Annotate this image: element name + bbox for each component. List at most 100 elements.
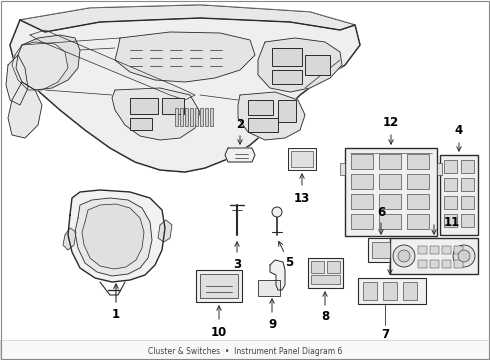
Polygon shape: [82, 204, 144, 269]
Bar: [130, 98, 158, 114]
Bar: [383, 282, 397, 300]
Bar: [442, 260, 451, 268]
Bar: [340, 163, 345, 175]
Bar: [461, 160, 474, 173]
Polygon shape: [20, 5, 355, 32]
Bar: [437, 163, 442, 175]
Polygon shape: [12, 42, 68, 90]
Text: 10: 10: [211, 325, 227, 338]
Bar: [407, 154, 429, 169]
Bar: [379, 174, 401, 189]
Bar: [291, 151, 313, 167]
Bar: [407, 194, 429, 209]
Bar: [461, 214, 474, 227]
Polygon shape: [6, 55, 28, 105]
Bar: [278, 100, 296, 122]
Text: 1: 1: [112, 309, 120, 321]
Polygon shape: [258, 38, 342, 92]
Circle shape: [453, 245, 475, 267]
Bar: [454, 246, 463, 254]
Text: 13: 13: [294, 192, 310, 204]
Bar: [358, 278, 426, 304]
Text: 7: 7: [381, 328, 389, 342]
Circle shape: [272, 207, 282, 217]
Text: 6: 6: [377, 206, 385, 219]
Bar: [196, 270, 242, 302]
Bar: [175, 108, 178, 126]
Bar: [248, 118, 278, 132]
Bar: [444, 178, 457, 191]
Bar: [205, 108, 208, 126]
Bar: [272, 48, 302, 66]
Bar: [407, 214, 429, 229]
Text: 3: 3: [233, 257, 241, 270]
Polygon shape: [238, 92, 305, 140]
Bar: [379, 214, 401, 229]
Bar: [200, 274, 238, 298]
Bar: [351, 174, 373, 189]
Text: 9: 9: [268, 319, 276, 332]
Bar: [379, 154, 401, 169]
Polygon shape: [16, 35, 80, 90]
Text: 12: 12: [383, 116, 399, 129]
Bar: [210, 108, 213, 126]
Polygon shape: [8, 82, 42, 138]
Polygon shape: [68, 190, 165, 282]
Polygon shape: [63, 228, 76, 250]
Text: 4: 4: [455, 125, 463, 138]
Bar: [379, 194, 401, 209]
Bar: [180, 108, 183, 126]
Bar: [461, 178, 474, 191]
Bar: [440, 155, 478, 235]
Bar: [272, 70, 302, 84]
Text: 5: 5: [285, 256, 293, 270]
Bar: [461, 196, 474, 209]
Bar: [430, 246, 439, 254]
Text: 8: 8: [321, 310, 329, 324]
Text: 2: 2: [236, 117, 244, 130]
Text: 11: 11: [444, 216, 460, 229]
Polygon shape: [112, 88, 200, 140]
Bar: [442, 246, 451, 254]
Polygon shape: [30, 30, 195, 100]
Bar: [200, 108, 203, 126]
Polygon shape: [270, 260, 285, 290]
Bar: [372, 242, 390, 258]
Bar: [418, 260, 427, 268]
Bar: [0, 340, 490, 360]
Polygon shape: [225, 148, 255, 162]
Bar: [444, 160, 457, 173]
Bar: [288, 148, 316, 170]
Bar: [430, 260, 439, 268]
Circle shape: [398, 250, 410, 262]
Circle shape: [393, 245, 415, 267]
Bar: [308, 258, 343, 288]
Bar: [407, 174, 429, 189]
Bar: [351, 154, 373, 169]
Bar: [311, 275, 340, 284]
Bar: [345, 148, 437, 236]
Bar: [327, 261, 340, 273]
Bar: [305, 55, 330, 75]
Polygon shape: [10, 5, 360, 172]
Polygon shape: [115, 32, 255, 82]
Text: Cluster & Switches  •  Instrument Panel Diagram 6: Cluster & Switches • Instrument Panel Di…: [148, 346, 342, 356]
Bar: [351, 214, 373, 229]
Bar: [190, 108, 193, 126]
Bar: [454, 260, 463, 268]
Bar: [185, 108, 188, 126]
Bar: [258, 280, 280, 296]
Bar: [444, 196, 457, 209]
Bar: [248, 100, 273, 115]
Bar: [351, 194, 373, 209]
Bar: [418, 246, 427, 254]
Bar: [390, 238, 478, 274]
Bar: [130, 118, 152, 130]
Bar: [444, 214, 457, 227]
Polygon shape: [158, 220, 172, 242]
Polygon shape: [10, 18, 360, 172]
Polygon shape: [75, 198, 152, 276]
Bar: [311, 261, 324, 273]
Bar: [403, 282, 417, 300]
Bar: [363, 282, 377, 300]
